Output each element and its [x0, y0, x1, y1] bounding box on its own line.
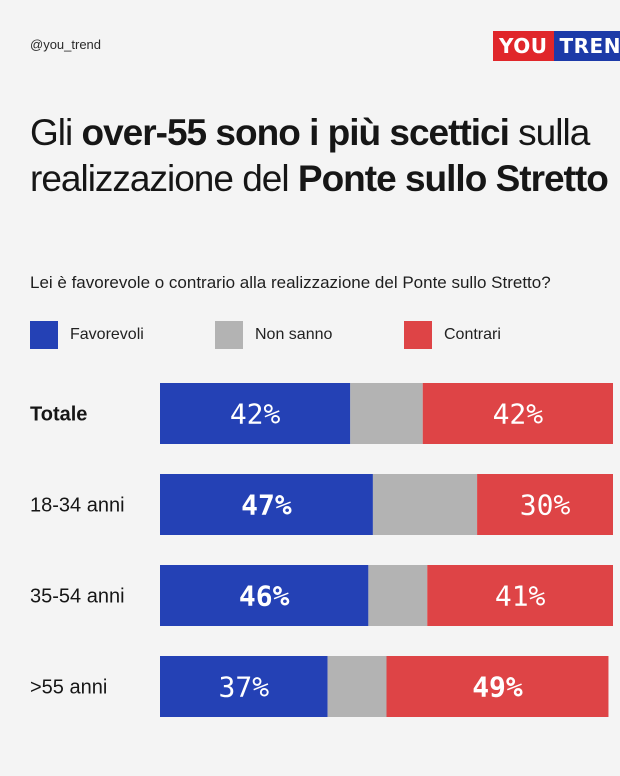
- legend-label-non-sanno: Non sanno: [255, 325, 333, 343]
- category-label-35-54-anni: 35-54 anni: [30, 586, 125, 608]
- value-label-contrari-55-anni: 49%: [472, 671, 523, 704]
- bar-favorevoli-18-34-anni: [160, 474, 373, 535]
- legend-swatch-contrari: [404, 320, 432, 349]
- chart-legend: Favorevoli Non sanno Contrari: [30, 320, 620, 350]
- value-label-contrari-35-54-anni: 41%: [495, 580, 546, 613]
- legend-label-contrari: Contrari: [444, 325, 501, 343]
- bar-contrari-35-54-anni: [427, 565, 613, 626]
- bar-non-sanno-35-54-anni: [368, 565, 428, 626]
- bar-non-sanno-18-34-anni: [372, 474, 478, 535]
- legend-item-non-sanno: Non sanno: [215, 320, 332, 349]
- chart-subtitle: Lei è favorevole o contrario alla realiz…: [30, 273, 551, 292]
- logo-trend-part: TREND: [553, 31, 620, 61]
- bar-favorevoli-55-anni: [160, 656, 328, 717]
- title-bold-2: Ponte sullo Stretto: [297, 158, 609, 199]
- category-label-totale: Totale: [30, 404, 87, 426]
- value-label-contrari-totale: 42%: [493, 398, 544, 431]
- logo-you-part: YOU: [493, 31, 554, 61]
- bar-contrari-18-34-anni: [477, 474, 613, 535]
- legend-item-contrari: Contrari: [404, 320, 501, 349]
- legend-swatch-favorevoli: [30, 320, 58, 349]
- chart-title: Gli over-55 sono i più scettici sulla re…: [30, 110, 610, 202]
- bar-contrari-55-anni: [386, 656, 609, 717]
- legend-item-favorevoli: Favorevoli: [30, 320, 144, 349]
- social-handle: @you_trend: [30, 37, 102, 52]
- bar-favorevoli-35-54-anni: [160, 565, 369, 626]
- value-label-contrari-18-34-anni: 30%: [520, 489, 571, 522]
- title-part-1: Gli: [30, 112, 82, 153]
- bar-contrari-totale: [422, 383, 613, 444]
- brand-logo: YOU TREND: [493, 31, 620, 61]
- value-label-favorevoli-totale: 42%: [230, 398, 281, 431]
- value-label-favorevoli-55-anni: 37%: [219, 671, 270, 704]
- title-bold-1: over-55 sono i più scettici: [81, 112, 510, 153]
- value-label-favorevoli-35-54-anni: 46%: [239, 580, 290, 613]
- legend-swatch-non-sanno: [215, 320, 243, 349]
- value-label-favorevoli-18-34-anni: 47%: [241, 489, 292, 522]
- title-part-2: sulla realizzazione del: [30, 112, 590, 199]
- bar-non-sanno-55-anni: [327, 656, 387, 717]
- bar-favorevoli-totale: [160, 383, 351, 444]
- legend-label-favorevoli: Favorevoli: [70, 325, 144, 343]
- category-label-55-anni: >55 anni: [30, 677, 107, 699]
- category-label-18-34-anni: 18-34 anni: [30, 495, 125, 517]
- bar-non-sanno-totale: [350, 383, 423, 444]
